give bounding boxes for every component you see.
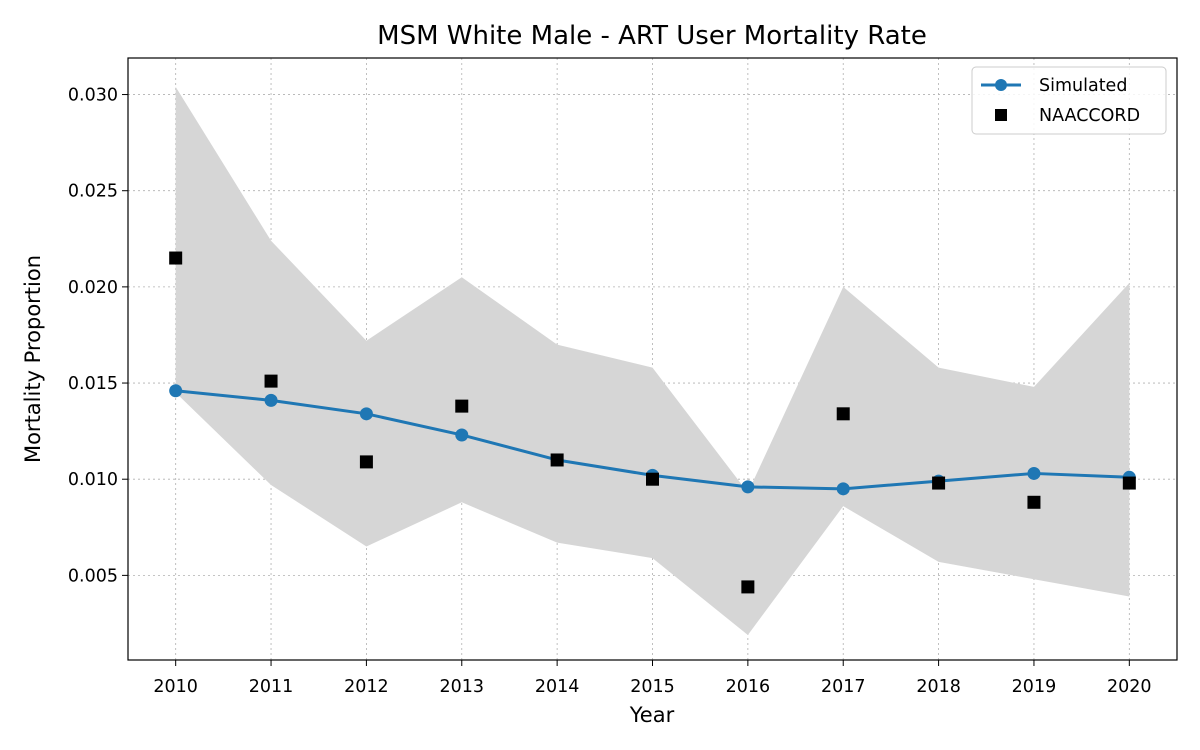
uncertainty-band [175,86,1130,635]
naaccord-point [932,476,946,490]
y-tick-label: 0.030 [68,86,118,106]
naaccord-point [1122,476,1136,490]
naaccord-point [455,399,469,413]
series-layer [169,251,1136,594]
naaccord-point [741,580,755,594]
legend-simulated-label: Simulated [1039,76,1127,96]
band-area [175,86,1130,635]
x-tick-label: 2017 [821,677,866,697]
naaccord-point [836,407,850,421]
naaccord-point [359,455,373,469]
x-axis-ticks: 2010 2011 2012 2013 2014 2015 2016 2017 2018 2019… [153,660,1152,697]
x-tick-label: 2016 [726,677,771,697]
y-axis-ticks: 0.005 0.010 0.015 0.020 0.025 0.030 [68,86,128,586]
legend-simulated-marker [995,79,1007,91]
simulated-point [359,407,373,421]
y-tick-label: 0.010 [68,470,118,490]
simulated-point [1027,466,1041,480]
x-tick-label: 2011 [249,677,294,697]
x-tick-label: 2014 [535,677,580,697]
x-tick-label: 2013 [439,677,484,697]
chart-title: MSM White Male - ART User Mortality Rate [377,21,927,51]
x-tick-label: 2019 [1012,677,1057,697]
legend-naaccord-label: NAACCORD [1039,106,1140,126]
x-tick-label: 2020 [1107,677,1152,697]
naaccord-point [550,453,564,467]
y-axis-label: Mortality Proportion [21,255,45,463]
simulated-point [455,428,469,442]
x-tick-label: 2015 [630,677,675,697]
simulated-point [169,384,183,398]
legend-naaccord-marker [995,109,1007,121]
y-tick-label: 0.020 [68,278,118,298]
simulated-point [264,393,278,407]
x-tick-label: 2010 [153,677,198,697]
x-tick-label: 2018 [916,677,961,697]
x-tick-label: 2012 [344,677,389,697]
y-tick-label: 0.005 [68,566,118,586]
simulated-point [836,482,850,496]
naaccord-point [646,472,659,486]
naaccord-point [264,374,278,388]
legend: Simulated NAACCORD [971,66,1167,135]
naaccord-point [169,251,183,265]
naaccord-point [1027,495,1041,509]
simulated-point [741,480,755,494]
y-tick-label: 0.015 [68,374,118,394]
x-axis-label: Year [629,703,675,727]
y-tick-label: 0.025 [68,182,118,202]
